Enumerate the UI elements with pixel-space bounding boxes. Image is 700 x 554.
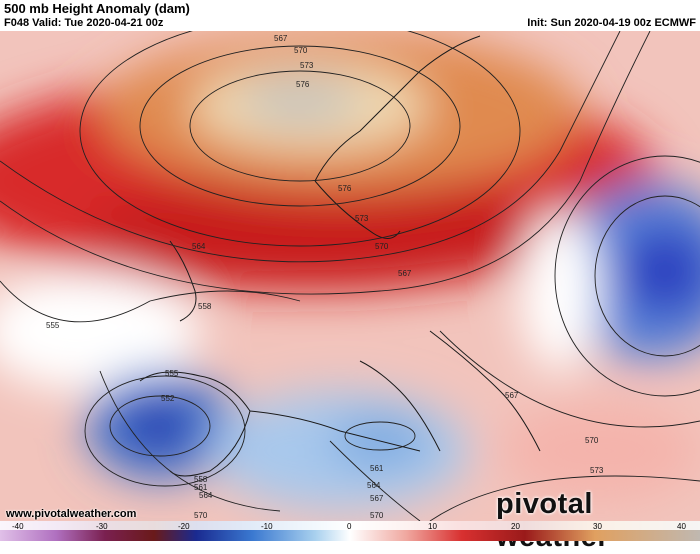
contour-label: 570 (294, 46, 308, 55)
height-contours (0, 31, 700, 521)
legend-tick: 0 (347, 522, 352, 531)
color-legend: -40 -30 -20 -10 0 10 20 30 40 (0, 521, 700, 541)
contour-label: 576 (338, 184, 352, 193)
contour-label: 561 (194, 483, 208, 492)
contour-label: 570 (585, 436, 599, 445)
legend-tick: 20 (511, 522, 520, 531)
contour-label: 567 (370, 494, 384, 503)
contour-label: 552 (161, 394, 175, 403)
contour-label: 570 (375, 242, 389, 251)
contour-label: 576 (296, 80, 310, 89)
contour-labels: 567 570 573 576 576 573 570 567 564 558 … (46, 34, 604, 520)
site-url: www.pivotalweather.com (6, 508, 137, 520)
valid-time: F048 Valid: Tue 2020-04-21 00z (4, 17, 164, 29)
map-title: 500 mb Height Anomaly (dam) (4, 1, 190, 16)
contour-label: 573 (300, 61, 314, 70)
coastlines (139, 35, 541, 477)
contour-label: 564 (192, 242, 206, 251)
anomaly-blobs (0, 31, 700, 511)
contour-label: 567 (274, 34, 288, 43)
contour-label: 573 (355, 214, 369, 223)
legend-tick: -40 (12, 522, 24, 531)
weather-map: 567 570 573 576 576 573 570 567 564 558 … (0, 31, 700, 521)
contour-label: 561 (370, 464, 384, 473)
contour-label: 558 (194, 475, 208, 484)
contour-label: 564 (367, 481, 381, 490)
contour-label: 567 (505, 391, 519, 400)
init-time: Init: Sun 2020-04-19 00z ECMWF (527, 17, 696, 29)
legend-tick: -20 (178, 522, 190, 531)
contour-label: 567 (398, 269, 412, 278)
legend-tick: 30 (593, 522, 602, 531)
contour-label: 570 (194, 511, 208, 520)
contour-label: 555 (165, 369, 179, 378)
contour-label: 555 (46, 321, 60, 330)
contour-label: 564 (199, 491, 213, 500)
contour-label: 558 (198, 302, 212, 311)
legend-tick: 40 (677, 522, 686, 531)
contour-label: 570 (370, 511, 384, 520)
header: 500 mb Height Anomaly (dam) F048 Valid: … (0, 0, 700, 31)
legend-tick: -30 (96, 522, 108, 531)
legend-tick: 10 (428, 522, 437, 531)
legend-tick: -10 (261, 522, 273, 531)
contour-label: 573 (590, 466, 604, 475)
